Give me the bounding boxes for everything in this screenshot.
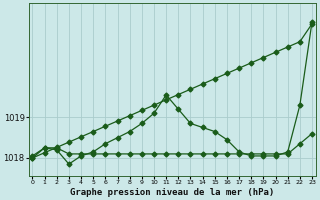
X-axis label: Graphe pression niveau de la mer (hPa): Graphe pression niveau de la mer (hPa) — [70, 188, 274, 197]
